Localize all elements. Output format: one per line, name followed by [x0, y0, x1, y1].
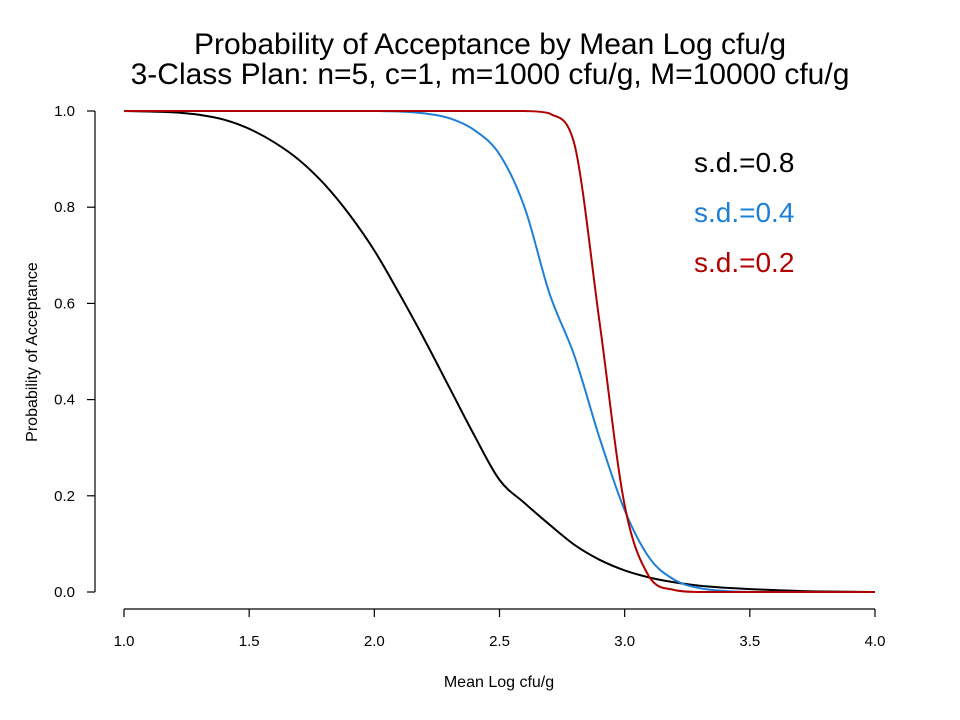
- x-tick-label-6: 4.0: [865, 633, 886, 650]
- x-tick-label-0: 1.0: [114, 633, 135, 650]
- series-line-1: [124, 110, 875, 593]
- series-line-0: [123, 110, 876, 593]
- x-axis-ticks: 1.0 1.5 2.0 2.5 3.0 3.5 4.0: [114, 609, 886, 650]
- chart-title: Probability of Acceptance by Mean Log cf…: [194, 28, 786, 61]
- x-tick-label-4: 3.0: [614, 633, 635, 650]
- legend-entry-2: s.d.=0.2: [694, 247, 794, 278]
- y-tick-label-3: 0.6: [54, 295, 75, 312]
- y-axis-ticks: 0.0 0.2 0.4 0.6 0.8 1.0: [54, 103, 95, 601]
- series-line-2: [124, 110, 875, 593]
- legend-entry-1: s.d.=0.4: [694, 197, 794, 228]
- y-tick-label-1: 0.2: [54, 488, 75, 505]
- plot-series: [123, 110, 876, 593]
- y-tick-label-0: 0.0: [54, 584, 75, 601]
- x-tick-label-5: 3.5: [739, 633, 760, 650]
- x-tick-label-2: 2.0: [364, 633, 385, 650]
- x-axis-label: Mean Log cfu/g: [444, 674, 554, 691]
- x-tick-label-3: 2.5: [489, 633, 510, 650]
- chart-subtitle: 3-Class Plan: n=5, c=1, m=1000 cfu/g, M=…: [131, 58, 850, 91]
- y-tick-label-2: 0.4: [54, 392, 75, 409]
- x-tick-label-1: 1.5: [239, 633, 260, 650]
- legend-entry-0: s.d.=0.8: [694, 147, 794, 178]
- y-tick-label-4: 0.8: [54, 199, 75, 216]
- y-axis-label: Probability of Acceptance: [24, 262, 41, 442]
- legend: s.d.=0.8 s.d.=0.4 s.d.=0.2: [694, 147, 794, 278]
- y-tick-label-5: 1.0: [54, 103, 75, 120]
